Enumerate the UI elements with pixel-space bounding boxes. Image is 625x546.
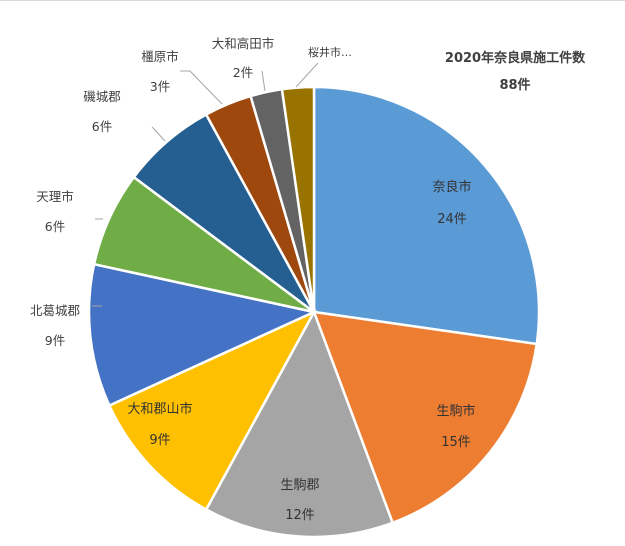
- leader-line: [151, 126, 166, 142]
- slice-label: 大和郡山市: [127, 401, 192, 417]
- leader-line: [261, 70, 266, 92]
- chart-total: 88件: [499, 78, 531, 93]
- slice-label: 桜井市…: [308, 45, 352, 59]
- slice-label: 大和高田市: [212, 36, 275, 51]
- slice-value-label: 9件: [149, 433, 170, 448]
- slice-label: 天理市: [36, 189, 74, 204]
- chart-title: 2020年奈良県施工件数: [444, 51, 586, 66]
- pie-slice: [280, 85, 316, 313]
- pie-slice: [204, 308, 395, 539]
- slice-value-label: 15件: [441, 435, 471, 450]
- slice-value-label: 2件: [233, 65, 253, 80]
- slice-label: 橿原市: [141, 49, 179, 64]
- chart-title-block: 2020年奈良県施工件数 88件: [420, 45, 610, 99]
- pie-slice: [312, 85, 541, 346]
- slice-label: 生駒郡: [280, 478, 319, 493]
- pie-slice: [312, 310, 539, 525]
- slice-value-label: 3件: [150, 79, 170, 94]
- slice-value-label: 24件: [437, 212, 467, 227]
- slice-value-label: 9件: [45, 333, 65, 348]
- pie-slice: [107, 309, 317, 512]
- slice-value-label: 12件: [285, 508, 315, 523]
- pie-slice: [87, 262, 318, 408]
- slice-value-label: 6件: [92, 119, 112, 134]
- slice-label: 奈良市: [432, 179, 471, 195]
- leader-line: [180, 70, 223, 105]
- leader-line: [295, 62, 319, 88]
- slice-label: 磯城郡: [83, 89, 121, 104]
- slice-value-label: 6件: [45, 219, 65, 234]
- slice-label: 生駒市: [436, 403, 475, 419]
- slice-label: 北葛城郡: [30, 303, 80, 318]
